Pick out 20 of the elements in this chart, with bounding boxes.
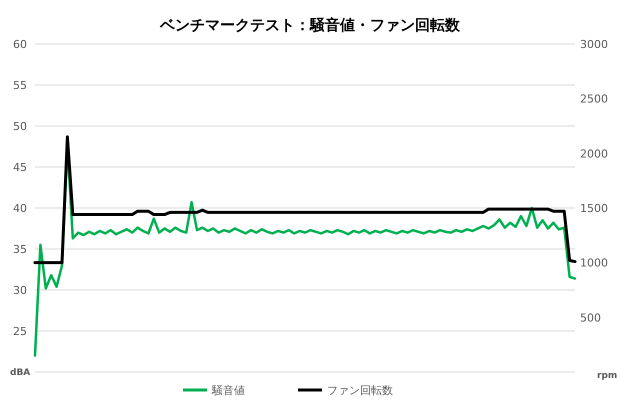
y2-tick-label: 2000 (580, 147, 608, 160)
y-tick-label: 25 (13, 325, 27, 338)
y2-tick-label: 1500 (580, 202, 608, 215)
y-tick-label: 55 (13, 79, 27, 92)
y-tick-label: 40 (13, 202, 27, 215)
y-tick-label: 35 (13, 243, 27, 256)
legend-label: 騒音値 (211, 384, 245, 397)
y-tick-label: 50 (13, 120, 27, 133)
line-series (34, 135, 576, 264)
y2-tick-label: 2500 (580, 92, 608, 106)
y2-tick-label: 500 (580, 311, 601, 324)
y2-tick-label: 3000 (580, 38, 608, 51)
y-axis-title: dBA (10, 368, 30, 378)
y-tick-label: 30 (13, 284, 27, 297)
y-tick-label: 45 (13, 161, 27, 174)
y2-axis-title: rpm (597, 371, 618, 381)
y-tick-label: 60 (13, 38, 27, 51)
y2-tick-label: 1000 (580, 256, 608, 270)
legend-label: ファン回転数 (327, 384, 393, 397)
chart-title: ベンチマークテスト：騒音値・ファン回転数 (159, 16, 461, 34)
